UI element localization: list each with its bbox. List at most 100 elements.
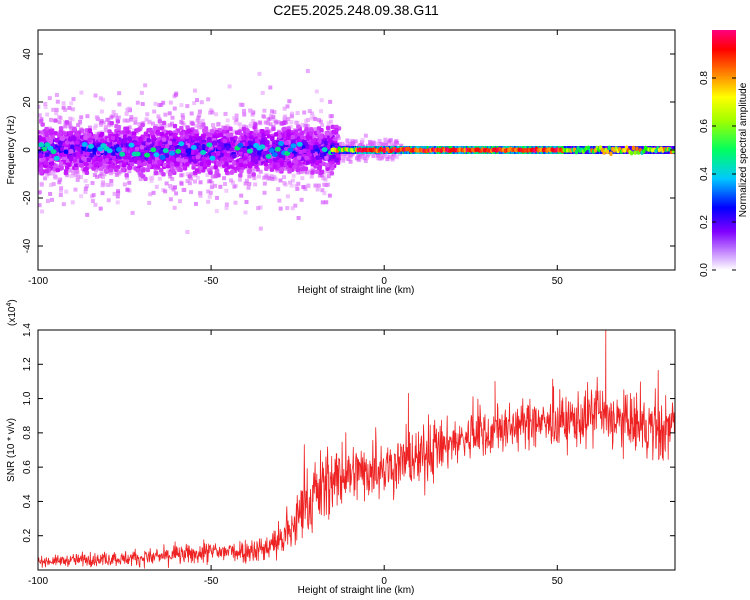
spectrogram-cell <box>79 163 84 168</box>
spectrogram-cell <box>296 216 301 221</box>
spectrogram-cell <box>143 83 148 88</box>
spectrogram-cell <box>642 148 646 154</box>
spectrogram-cell <box>79 115 84 120</box>
spectrogram-cell <box>230 169 235 174</box>
spectrogram-cell <box>82 170 87 175</box>
spectrogram-cell <box>148 192 153 197</box>
spectrogram-cell <box>377 143 382 148</box>
spectrogram-cell <box>224 202 229 207</box>
spectrogram-cell <box>201 134 206 139</box>
spectrogram-cell <box>310 148 316 154</box>
spectrogram-cell <box>44 132 49 137</box>
spectrogram-cell <box>270 176 275 181</box>
spectrogram-cell <box>195 98 200 103</box>
snr-frame <box>37 329 676 571</box>
spectrogram-cell <box>212 140 217 145</box>
spectrogram-cell <box>377 138 382 143</box>
spectrogram-cell <box>152 109 157 114</box>
spectrogram-cell <box>198 180 203 185</box>
spectrogram-cell <box>59 186 64 191</box>
spectrogram-cell <box>164 153 170 158</box>
spectrogram-cell <box>44 173 49 178</box>
spectrogram-cell <box>228 132 234 138</box>
spectrogram-cell <box>387 154 392 159</box>
spectrogram-cell <box>239 193 244 198</box>
spectrogram-cell <box>116 124 121 130</box>
spectrogram-cell <box>95 115 100 120</box>
spectrogram-cell <box>376 156 381 161</box>
spectrogram-cell <box>77 121 82 126</box>
spectrogram-cell <box>303 186 308 191</box>
snr-ytick-label: 0.4 <box>22 494 33 508</box>
spectrogram-cell <box>116 189 121 194</box>
spectrogram-cell <box>243 181 248 186</box>
spectrogram-cell <box>159 131 165 137</box>
spectrogram-cell <box>75 177 80 182</box>
spectrogram-cell <box>71 97 76 102</box>
spectrogram-cell <box>305 160 311 165</box>
spectrogram-cell <box>133 116 138 121</box>
spectrogram-cell <box>58 192 63 197</box>
spectrogram-cell <box>204 167 209 172</box>
spectrogram-cell <box>68 116 73 121</box>
spectrogram-cell <box>294 183 299 188</box>
spectrogram-cell <box>279 161 284 166</box>
spectrogram-cell <box>283 114 288 119</box>
spectrogram-cell <box>282 106 287 111</box>
spectrogram-cell <box>94 168 99 173</box>
spectrogram-blob <box>38 142 45 148</box>
spectrogram-cell <box>111 155 117 160</box>
spectrogram-cell <box>298 170 303 175</box>
spectrogram-cell <box>124 173 129 178</box>
spectrogram-cell <box>286 132 291 137</box>
spectrogram-cell <box>76 151 81 156</box>
spectrogram-cell <box>106 198 111 203</box>
spectrogram-cell <box>289 183 294 188</box>
spectrogram-cell <box>326 174 331 179</box>
spectrogram-cell <box>222 132 227 137</box>
spectrogram-cell <box>85 114 90 119</box>
spectrogram-cell <box>193 201 198 206</box>
spectrogram-cell <box>371 154 376 159</box>
spectrogram-cell <box>291 173 296 178</box>
spectrogram-cell <box>242 112 247 117</box>
spectrogram-blob <box>116 147 123 153</box>
spectrogram-cell <box>360 138 365 143</box>
spectrogram-cell <box>63 107 68 112</box>
spectrogram-cell <box>127 169 132 174</box>
spectrogram-ytick-label: 40 <box>22 48 33 60</box>
spectrogram-cell <box>264 173 269 178</box>
spectrogram-cell <box>225 124 230 129</box>
spectrogram-blob <box>265 153 272 159</box>
spectrogram-blob <box>268 148 275 154</box>
spectrogram-cell <box>69 168 74 173</box>
colorbar-ticks: 0.00.20.40.60.8 <box>699 71 736 277</box>
spectrogram-cell <box>55 167 61 173</box>
spectrogram-cell <box>324 200 329 205</box>
spectrogram-cell <box>296 133 301 138</box>
spectrogram-cell <box>298 149 303 155</box>
spectrogram-cell <box>307 109 312 114</box>
spectrogram-cell <box>51 107 56 112</box>
spectrogram-cell <box>170 168 176 174</box>
spectrogram-cell <box>194 150 199 155</box>
spectrogram-cell <box>199 124 204 129</box>
spectrogram-cell <box>267 158 273 164</box>
spectrogram-cell <box>118 169 123 174</box>
spectrogram-cell <box>319 98 324 103</box>
spectrogram-cell <box>99 171 104 176</box>
spectrogram-cell <box>340 141 345 146</box>
spectrogram-cell <box>215 122 220 127</box>
spectrogram-cell <box>135 155 140 161</box>
spectrogram-cell <box>285 194 290 199</box>
spectrogram-cell <box>74 162 79 168</box>
spectrogram-cell <box>83 178 88 183</box>
spectrogram-cell <box>343 143 348 148</box>
spectrogram-cell <box>79 194 84 199</box>
spectrogram-cell <box>307 170 312 175</box>
spectrogram-cell <box>356 153 361 158</box>
spectrogram-cell <box>197 125 202 130</box>
spectrogram-cell <box>635 146 639 151</box>
spectrogram-cell <box>114 133 119 138</box>
spectrogram-cell <box>168 185 173 190</box>
